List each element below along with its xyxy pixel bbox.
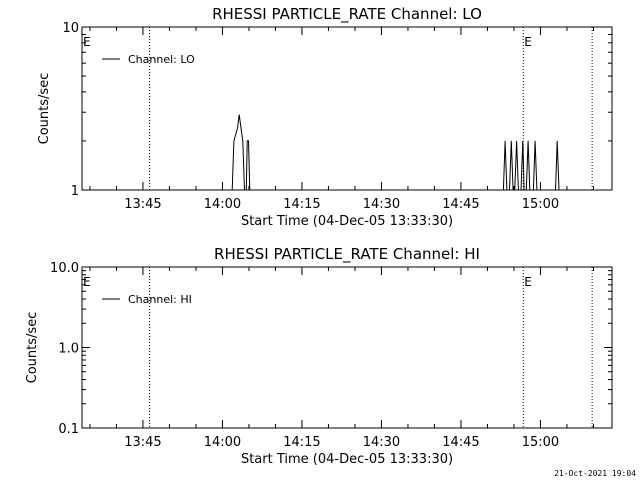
marker-label: E: [83, 275, 91, 289]
y-tick-label: 10: [62, 21, 79, 36]
x-tick-label: 14:45: [442, 197, 479, 212]
x-axis-label: Start Time (04-Dec-05 13:33:30): [241, 452, 453, 467]
plot-frame: [81, 26, 613, 191]
chart-title: RHESSI PARTICLE_RATE Channel: LO: [212, 5, 482, 24]
y-tick-label: 0.1: [58, 422, 79, 437]
footer-timestamp: 21-Oct-2021 19:04: [554, 469, 636, 478]
x-tick-label: 14:15: [283, 197, 320, 212]
x-axis-label: Start Time (04-Dec-05 13:33:30): [241, 214, 453, 229]
y-axis-label: Counts/sec: [25, 312, 40, 384]
y-tick-label: 1.0: [58, 342, 79, 357]
y-axis-label: Counts/sec: [37, 73, 52, 145]
marker-label: E: [83, 35, 91, 49]
x-tick-label: 15:00: [522, 435, 559, 450]
y-tick-label: 1: [71, 184, 79, 199]
marker-label: E: [524, 275, 532, 289]
chart-panel-2: RHESSI PARTICLE_RATE Channel: HI 0.1 1.0 10…: [25, 245, 613, 467]
x-tick-label: 13:45: [124, 197, 161, 212]
chart-title: RHESSI PARTICLE_RATE Channel: HI: [214, 245, 480, 264]
chart-panel-1: RHESSI PARTICLE_RATE Channel: LO 1 10 Count…: [37, 5, 613, 229]
legend-entry: Channel: LO: [128, 53, 195, 66]
plot-frame: [81, 266, 613, 429]
series-line: [231, 114, 560, 191]
x-tick-label: 14:30: [363, 435, 400, 450]
legend-entry: Channel: HI: [128, 293, 192, 306]
marker-label: E: [524, 35, 532, 49]
x-tick-label: 15:00: [522, 197, 559, 212]
x-tick-label: 14:00: [204, 435, 241, 450]
x-tick-label: 14:15: [283, 435, 320, 450]
x-tick-label: 14:00: [204, 197, 241, 212]
x-tick-label: 14:30: [363, 197, 400, 212]
y-tick-label: 10.0: [50, 261, 79, 276]
x-tick-label: 14:45: [442, 435, 479, 450]
x-tick-label: 13:45: [124, 435, 161, 450]
